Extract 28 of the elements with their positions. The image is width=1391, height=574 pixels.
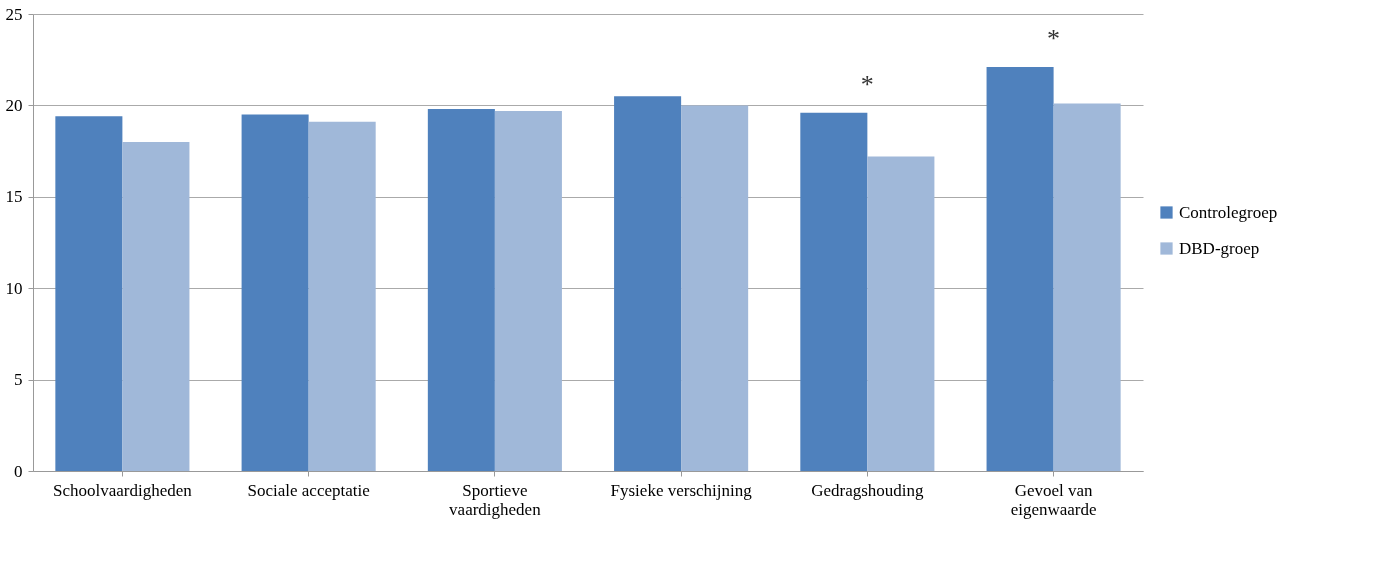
legend-label: DBD-groep — [1179, 238, 1260, 258]
x-tick-label: Gedragshouding — [811, 480, 925, 500]
bar — [55, 116, 123, 471]
y-tick-label: 5 — [14, 370, 23, 390]
bar — [800, 112, 868, 471]
x-tick-label: Sociale acceptatie — [247, 480, 370, 500]
annotation: * — [1047, 24, 1061, 54]
bar — [867, 156, 935, 471]
bar — [308, 121, 376, 471]
x-tick-label: Gevoel van eigenwaarde — [1010, 480, 1097, 519]
y-tick-label: 20 — [5, 95, 23, 115]
bar — [494, 110, 562, 471]
bar — [1053, 103, 1121, 471]
legend-label: Controlegroep — [1179, 202, 1278, 222]
x-tick-label: Fysieke verschijning — [610, 480, 753, 500]
x-tick-label: Sportieve vaardigheden — [449, 480, 542, 519]
y-tick-label: 10 — [5, 278, 23, 298]
bar — [681, 105, 749, 471]
y-tick-label: 25 — [5, 4, 23, 24]
bar — [241, 114, 309, 471]
bar — [614, 96, 682, 471]
bar — [122, 141, 190, 471]
y-tick-label: 0 — [14, 461, 23, 481]
annotation: * — [860, 69, 874, 99]
x-tick-label: Schoolvaardigheden — [53, 480, 193, 500]
y-tick-label: 15 — [5, 187, 23, 207]
bar — [427, 109, 495, 471]
bar — [986, 67, 1054, 471]
